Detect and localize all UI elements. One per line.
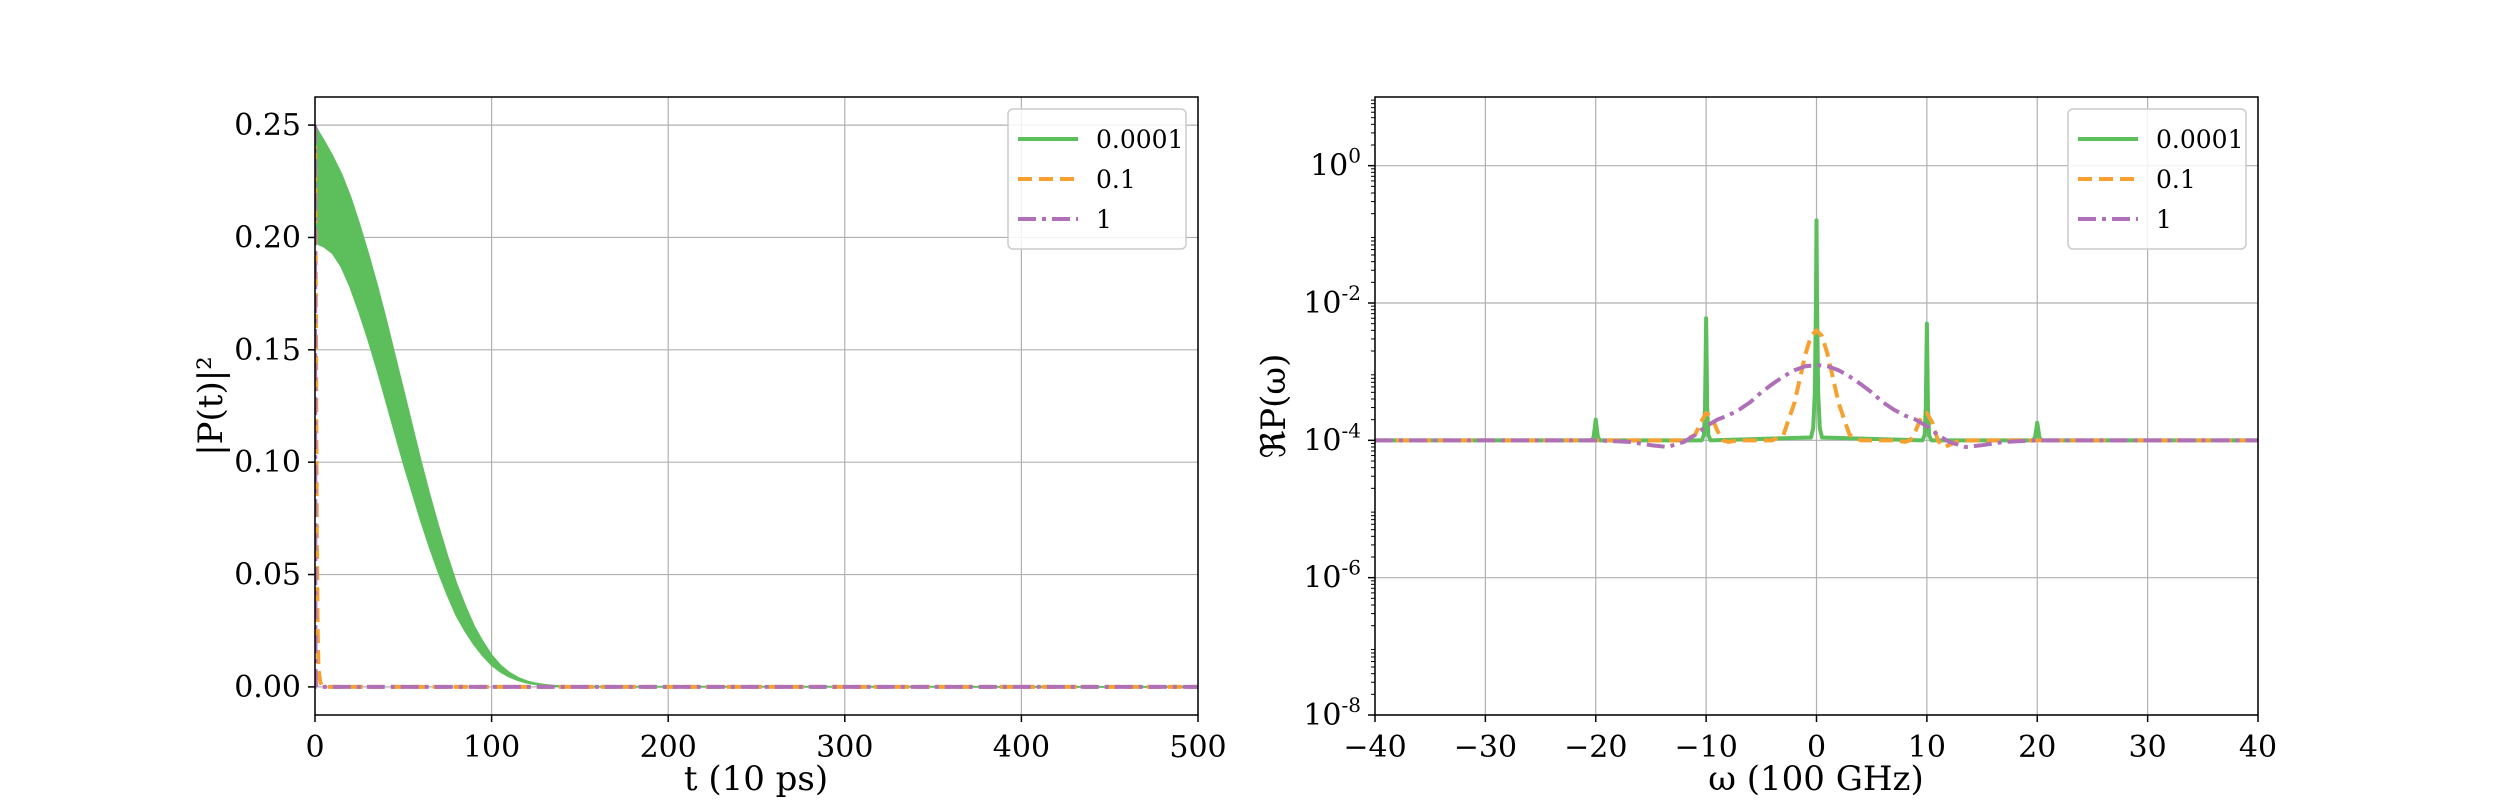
left-x-tick-label: 400 <box>993 730 1050 765</box>
right-series-1-line <box>1375 363 2258 449</box>
left-x-tick-label: 200 <box>640 730 697 765</box>
left-legend-label-0-1: 0.1 <box>1096 165 1136 194</box>
right-y-tick-label: 10-4 <box>1303 418 1361 458</box>
right-x-tick-label: 10 <box>1908 730 1946 765</box>
right-y-tick-label: 10-2 <box>1303 281 1361 321</box>
left-plot-frame <box>314 96 1199 716</box>
right-legend-label-0-0001: 0.0001 <box>2156 125 2243 154</box>
right-x-tick-label: −30 <box>1454 730 1517 765</box>
right-y-tick-label: 10-6 <box>1303 556 1361 596</box>
right-legend: 0.0001 0.1 1 <box>2067 108 2247 250</box>
right-series-0-1-line <box>1375 328 2258 449</box>
left-y-tick-label: 0.20 <box>234 220 301 255</box>
left-x-tick-label: 0 <box>305 730 324 765</box>
left-y-tick-label: 0.15 <box>234 333 301 368</box>
right-legend-label-0-1: 0.1 <box>2156 165 2196 194</box>
left-x-tick-label: 100 <box>463 730 520 765</box>
right-series <box>1375 218 2258 449</box>
left-ticks: 0 100 200 300 400 500 0.00 0.05 0.10 0.15 0.20 0.25 <box>234 108 1226 765</box>
left-legend-box <box>1007 108 1187 250</box>
right-panel: −40 −30 −20 −10 0 10 20 30 40 10-8 10-6 10-4 10-2 100… <box>1254 96 2277 799</box>
right-legend-box <box>2067 108 2247 250</box>
right-x-axis-label: ω (100 GHz) <box>1708 759 1924 799</box>
right-ticks: −40 −30 −20 −10 0 10 20 30 40 10-8 10-6 10-4 10-2 100 <box>1303 99 2277 765</box>
left-series <box>315 124 1198 689</box>
right-x-tick-label: −40 <box>1343 730 1406 765</box>
right-x-tick-label: 30 <box>2129 730 2167 765</box>
right-x-tick-label: 0 <box>1807 730 1826 765</box>
left-legend: 0.0001 0.1 1 <box>1007 108 1187 250</box>
left-y-tick-label: 0.00 <box>234 670 301 705</box>
left-legend-label-0-0001: 0.0001 <box>1096 125 1183 154</box>
right-x-tick-label: −10 <box>1674 730 1737 765</box>
right-y-axis-label: ℜP(ω) <box>1254 354 1294 459</box>
left-y-tick-label: 0.05 <box>234 558 301 593</box>
right-x-tick-label: −20 <box>1564 730 1627 765</box>
right-x-tick-label: 40 <box>2239 730 2277 765</box>
left-y-tick-label: 0.10 <box>234 445 301 480</box>
right-legend-label-1: 1 <box>2156 205 2172 234</box>
left-panel: 0 100 200 300 400 500 0.00 0.05 0.10 0.15 0.20 0.25… <box>191 96 1227 799</box>
left-x-tick-label: 500 <box>1169 730 1226 765</box>
left-series-0-1-line <box>315 125 1198 689</box>
right-y-tick-label: 100 <box>1310 144 1361 184</box>
left-legend-label-1: 1 <box>1096 205 1112 234</box>
left-series-1-line <box>315 125 1198 689</box>
left-x-axis-label: t (10 ps) <box>684 759 828 799</box>
right-series-0-0001-line <box>1375 218 2258 443</box>
right-x-tick-label: 20 <box>2018 730 2056 765</box>
left-y-tick-label: 0.25 <box>234 108 301 143</box>
left-y-axis-label: |P(t)|² <box>191 356 231 456</box>
right-y-tick-label: 10-8 <box>1303 693 1361 733</box>
left-x-tick-label: 300 <box>816 730 873 765</box>
